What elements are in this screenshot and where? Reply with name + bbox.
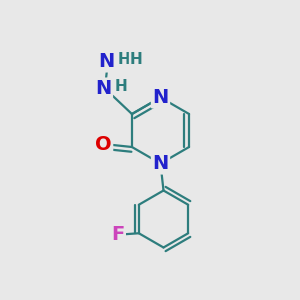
Text: F: F (111, 225, 124, 244)
Text: H: H (114, 79, 127, 94)
Text: O: O (95, 134, 112, 154)
Text: N: N (95, 79, 112, 98)
Text: H: H (117, 52, 130, 67)
Text: N: N (152, 154, 169, 173)
Text: N: N (98, 52, 115, 71)
Text: H: H (130, 52, 143, 67)
Text: N: N (152, 88, 169, 107)
